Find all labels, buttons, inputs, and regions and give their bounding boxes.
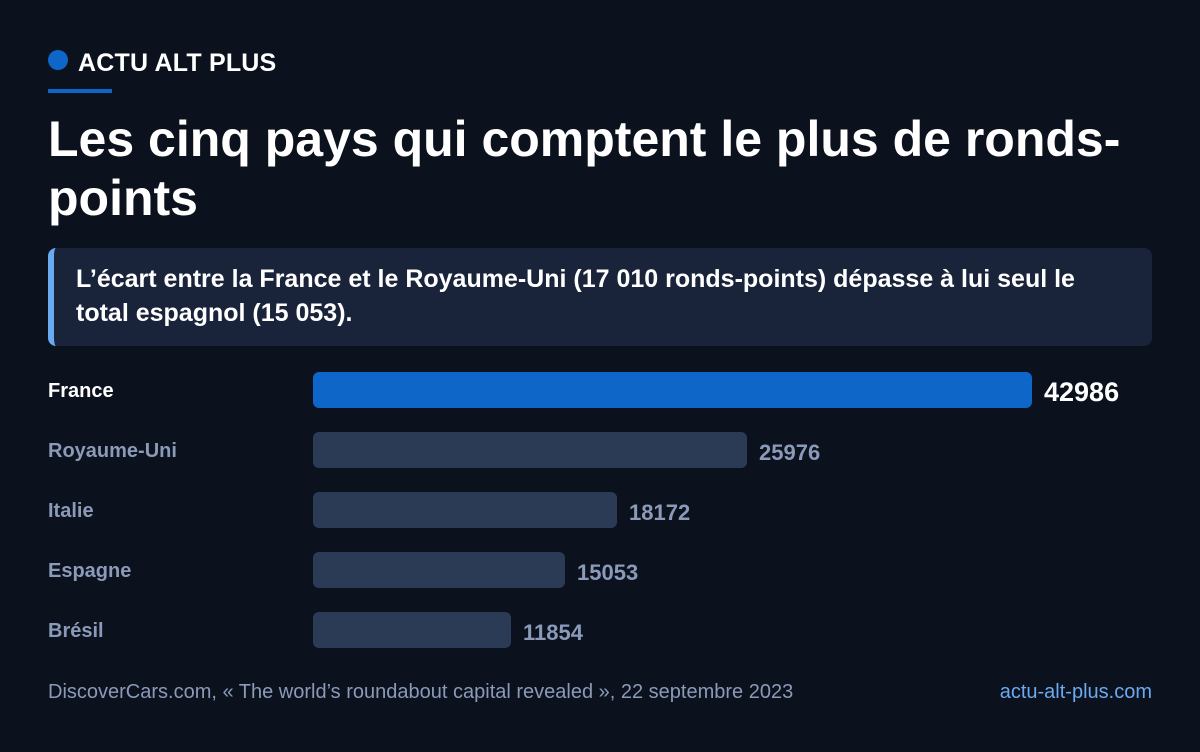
bar-chart: France 42986 Royaume-Uni 25976 Italie 18172 Es… [48,372,1119,648]
category-label: Espagne [48,560,131,582]
category-label: Italie [48,500,94,522]
bar [313,372,1032,408]
value-label: 11854 [523,620,584,645]
callout-text: L’écart entre la France et le Royaume-Un… [76,265,1075,327]
page-title: Les cinq pays qui comptent le plus de ro… [48,111,1121,226]
site-link[interactable]: actu-alt-plus.com [999,681,1152,703]
bar [313,552,565,588]
source-text: DiscoverCars.com, « The world’s roundabo… [48,681,794,703]
brand-name: ACTU ALT PLUS [78,48,277,77]
bar [313,432,747,468]
brand-underline [48,89,112,93]
callout-box: L’écart entre la France et le Royaume-Un… [48,248,1152,346]
category-label: France [48,380,114,402]
category-label: Royaume-Uni [48,440,177,462]
value-label: 15053 [577,560,638,585]
brand: ACTU ALT PLUS [48,48,276,78]
value-label: 25976 [759,440,820,465]
bar [313,612,511,648]
bar [313,492,617,528]
value-label: 18172 [629,500,690,525]
value-label: 42986 [1044,377,1119,407]
brand-dot-icon [48,50,68,70]
category-label: Brésil [48,620,104,642]
